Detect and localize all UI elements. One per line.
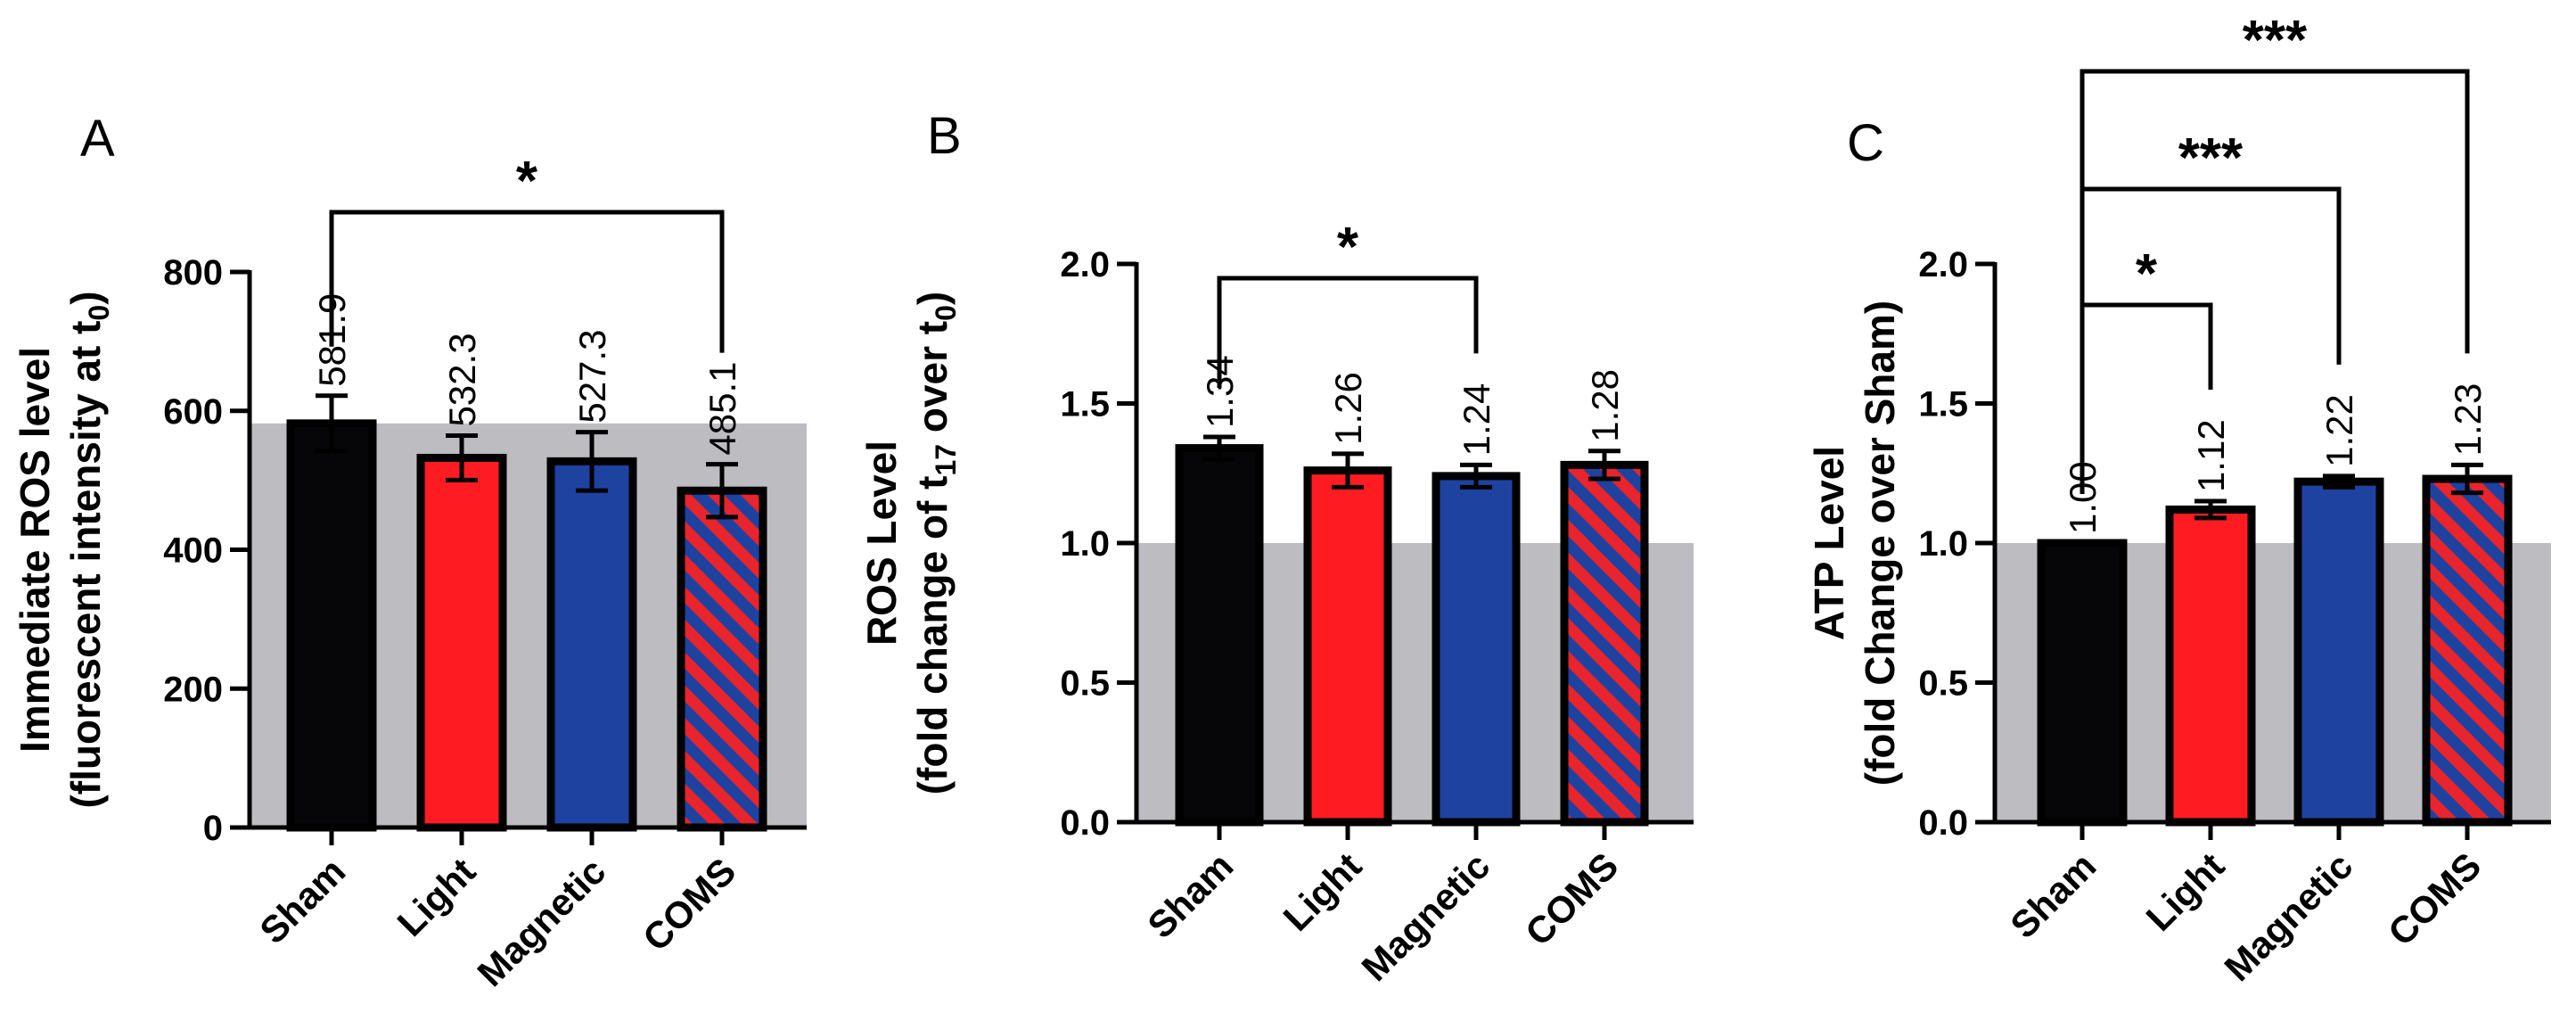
title-text: over t <box>909 321 956 444</box>
category-label-b-coms: COMS <box>1517 844 1626 953</box>
title-text: (fold change of t <box>909 476 956 795</box>
title-text: (fluorescent intensity at t <box>62 321 109 809</box>
y-tick-label-a-0: 0 <box>203 809 223 848</box>
significance-bracket-c-2 <box>2080 69 2470 494</box>
significance-label-b-0: * <box>1337 217 1359 278</box>
category-label-a-light: Light <box>390 850 484 944</box>
y-tick-label-b-4: 2.0 <box>1060 245 1110 284</box>
panel-letter-c: C <box>1847 114 1884 172</box>
y-tick-label-c-3: 1.5 <box>1918 385 1968 424</box>
subscript: 0 <box>83 305 115 321</box>
bar-c-light <box>2165 505 2256 827</box>
category-label-b-magnetic: Magnetic <box>1353 844 1497 989</box>
title-text: ) <box>62 291 109 304</box>
y-tick-label-a-2: 400 <box>163 531 223 571</box>
y-tick-label-a-4: 800 <box>163 253 223 292</box>
category-label-b-sham: Sham <box>1139 844 1241 946</box>
value-label-b-magnetic: 1.24 <box>1456 383 1497 457</box>
bar-b-coms <box>1560 460 1649 827</box>
bar-c-coms <box>2422 474 2513 827</box>
value-label-b-light: 1.26 <box>1327 372 1369 445</box>
value-label-a-coms: 485.1 <box>701 362 743 456</box>
category-label-c-coms: COMS <box>2380 844 2489 953</box>
bar-a-magnetic <box>546 457 637 832</box>
y-tick-label-c-0: 0.0 <box>1918 803 1968 843</box>
category-label-a-coms: COMS <box>635 850 743 959</box>
significance-bracket-b-0 <box>1217 276 1479 389</box>
y-tick-label-b-1: 0.5 <box>1060 664 1110 704</box>
significance-label-c-2: *** <box>2243 10 2308 71</box>
y-axis-title-line1-a: Immediate ROS level <box>12 347 58 753</box>
significance-label-c-1: *** <box>2178 128 2244 189</box>
bar-b-sham <box>1175 444 1264 827</box>
y-axis-title-line2-c: (fold Change over Sham) <box>1857 301 1903 786</box>
bar-c-magnetic <box>2293 477 2384 827</box>
value-label-c-coms: 1.23 <box>2447 383 2489 457</box>
subscript: 17 <box>930 444 962 476</box>
y-axis-title-line1-b: ROS Level <box>858 441 905 646</box>
panel-letter-b: B <box>927 107 962 165</box>
significance-label-a-0: * <box>516 151 538 212</box>
y-tick-label-c-1: 0.5 <box>1918 664 1968 704</box>
y-axis-title-line1-c: ATP Level <box>1806 446 1852 640</box>
y-tick-label-c-4: 2.0 <box>1918 245 1968 284</box>
category-label-c-magnetic: Magnetic <box>2216 844 2360 989</box>
value-label-b-coms: 1.28 <box>1584 369 1626 442</box>
bar-a-sham <box>286 419 377 832</box>
value-label-c-magnetic: 1.22 <box>2318 394 2360 467</box>
title-text: (fold Change over Sham) <box>1857 301 1903 786</box>
bar-b-magnetic <box>1432 472 1521 827</box>
y-axis-title-line2-a: (fluorescent intensity at t0) <box>62 291 115 808</box>
y-tick-label-c-2: 1.0 <box>1918 524 1968 564</box>
bar-c-sham <box>2037 539 2128 827</box>
category-label-b-light: Light <box>1276 844 1370 939</box>
y-tick-label-b-2: 1.0 <box>1060 524 1110 564</box>
panel-letter-a: A <box>80 110 115 168</box>
bar-a-light <box>416 453 507 832</box>
significance-label-c-0: * <box>2136 243 2158 305</box>
y-tick-label-a-1: 200 <box>163 670 223 709</box>
title-text: ) <box>909 292 956 305</box>
value-label-c-light: 1.12 <box>2190 419 2232 492</box>
value-label-a-light: 532.3 <box>441 333 483 426</box>
category-label-a-magnetic: Magnetic <box>469 850 613 994</box>
category-label-c-light: Light <box>2138 844 2233 939</box>
subscript: 0 <box>930 305 962 321</box>
bar-b-light <box>1303 466 1392 827</box>
value-label-a-magnetic: 527.3 <box>571 330 613 424</box>
y-tick-label-b-0: 0.0 <box>1060 803 1110 843</box>
category-label-c-sham: Sham <box>2002 844 2104 946</box>
y-axis-title-line2-b: (fold change of t17 over t0) <box>909 292 962 795</box>
significance-bracket-a-0 <box>329 210 725 353</box>
y-tick-label-b-3: 1.5 <box>1060 385 1110 424</box>
y-tick-label-a-3: 600 <box>163 392 223 432</box>
category-label-a-sham: Sham <box>251 850 353 951</box>
bar-a-coms <box>677 486 767 832</box>
